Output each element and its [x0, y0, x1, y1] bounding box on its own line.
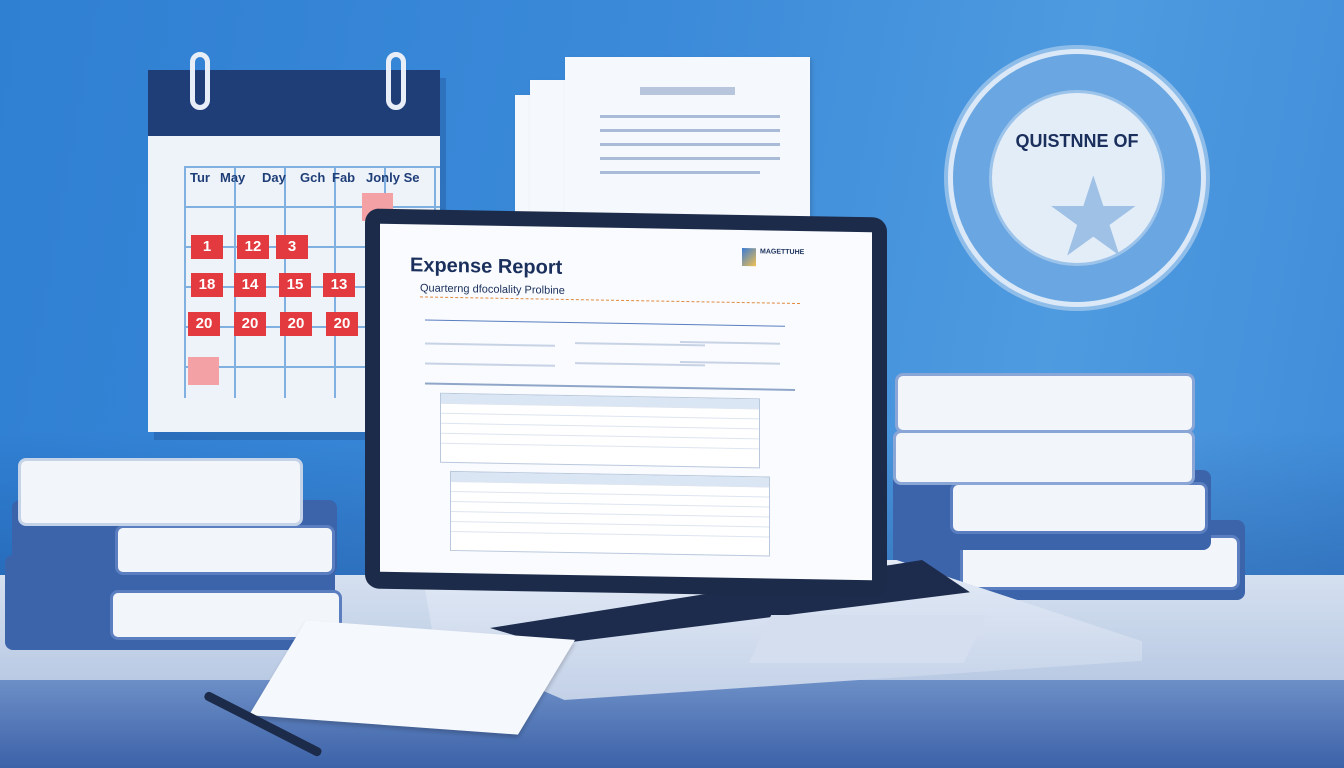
calendar-date: 20: [280, 312, 312, 336]
company-logo-text: MAGETTUHE: [760, 248, 805, 257]
calendar-highlight: [188, 357, 219, 385]
laptop-trackpad[interactable]: [748, 615, 987, 663]
calendar-ring: [190, 52, 210, 110]
seal-text: QUISTNNE OF: [1015, 131, 1139, 151]
calendar-date: 14: [234, 273, 266, 297]
calendar-date: 15: [279, 273, 311, 297]
book: [893, 430, 1195, 485]
book: [895, 373, 1195, 433]
company-logo-icon: [742, 248, 756, 267]
calendar-day-header: Jonly Se: [366, 170, 420, 185]
desk-front: [0, 680, 1344, 768]
paper-pile: [18, 458, 303, 526]
expense-table: [440, 392, 760, 469]
form-field: [425, 342, 555, 347]
expense-table: [450, 470, 770, 557]
form-field: [425, 362, 555, 367]
book-pages: [110, 590, 342, 640]
calendar-day-header: Tur: [190, 170, 210, 185]
text-line: [600, 171, 760, 174]
calendar-day-header: Gch: [300, 170, 326, 185]
divider: [425, 319, 785, 327]
book-pages: [115, 525, 335, 575]
calendar-ring: [386, 52, 406, 110]
divider: [425, 382, 795, 391]
seal-emblem: ★ QUISTNNE OF: [989, 90, 1165, 273]
calendar-date: 3: [276, 235, 308, 259]
calendar-day-header: May: [220, 170, 246, 185]
calendar-date: 13: [323, 273, 355, 297]
notepad: [249, 620, 575, 735]
text-line: [600, 115, 780, 118]
calendar-day-header: Day: [262, 170, 286, 185]
laptop-screen: MAGETTUHE Expense Report Quarterng dfoco…: [380, 223, 872, 581]
document-heading-line: [640, 87, 735, 95]
calendar-date: 20: [188, 312, 220, 336]
calendar-date: 18: [191, 273, 223, 297]
calendar-date: 1: [191, 235, 223, 259]
calendar-date: 20: [326, 312, 358, 336]
divider: [420, 296, 800, 305]
report-subtitle: Quarterng dfocolality Prolbine: [420, 282, 565, 297]
text-line: [600, 143, 780, 146]
text-line: [600, 129, 780, 132]
calendar-date: 12: [237, 235, 269, 259]
report-title: Expense Report: [410, 254, 563, 279]
official-seal: ★ QUISTNNE OF: [948, 49, 1206, 307]
calendar-date: 20: [234, 312, 266, 336]
document-page: [565, 57, 810, 222]
calendar-day-header: Fab: [332, 170, 356, 185]
star-icon: ★: [1044, 156, 1143, 279]
book-pages: [950, 482, 1208, 534]
text-line: [600, 157, 780, 160]
